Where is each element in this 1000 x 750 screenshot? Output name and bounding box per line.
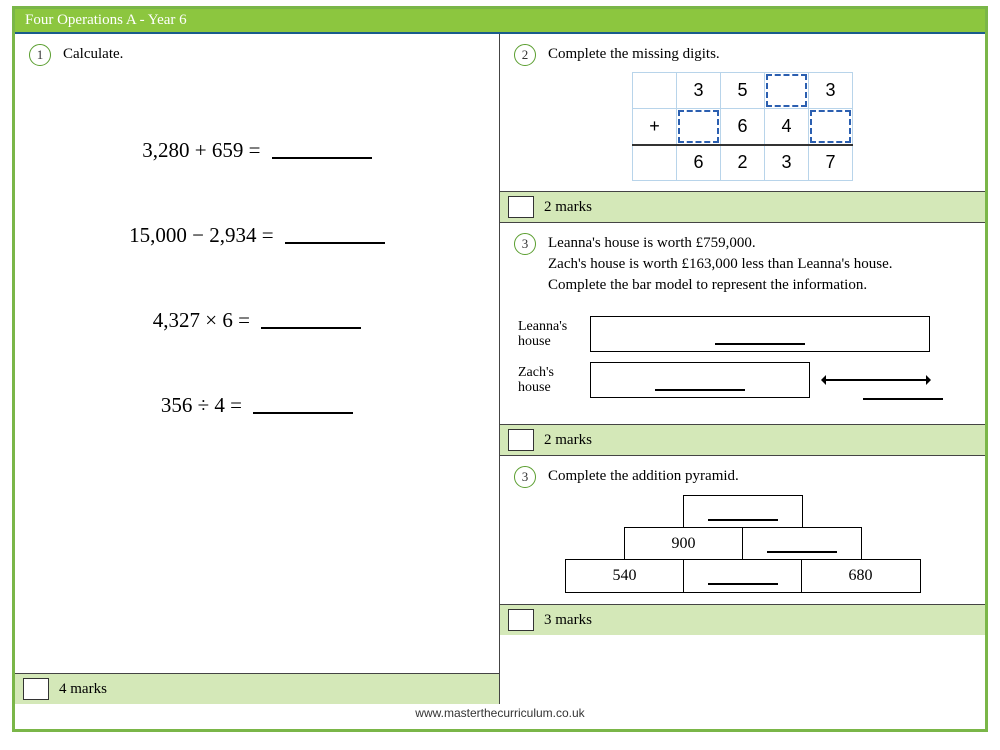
q3-line: Complete the bar model to represent the … <box>548 275 893 296</box>
q4-number: 3 <box>514 466 536 488</box>
worksheet-page: Four Operations A - Year 6 1 Calculate. … <box>12 6 988 732</box>
marks-box[interactable] <box>508 609 534 631</box>
bar-zach[interactable] <box>590 362 810 398</box>
marks-label: 2 marks <box>544 199 592 216</box>
bar-label: Zach's house <box>518 365 582 396</box>
bar-row-zach: Zach's house <box>518 362 967 398</box>
calc-expr: 356 ÷ 4 = <box>161 393 242 417</box>
marks-label: 2 marks <box>544 432 592 449</box>
pyramid-cell[interactable] <box>742 527 862 561</box>
marks-label: 3 marks <box>544 612 592 629</box>
grid-cell: 4 <box>765 109 809 145</box>
calc-expr: 15,000 − 2,934 = <box>129 223 273 247</box>
bar-model: Leanna's house Zach's house <box>500 296 985 424</box>
q2-number: 2 <box>514 44 536 66</box>
grid-cell[interactable] <box>809 109 853 145</box>
q3-prompt: Leanna's house is worth £759,000. Zach's… <box>548 233 893 296</box>
grid-cell: 6 <box>677 145 721 181</box>
marks-box[interactable] <box>508 196 534 218</box>
answer-blank[interactable] <box>261 327 361 329</box>
q4-marks-bar: 3 marks <box>500 604 985 635</box>
grid-cell <box>633 73 677 109</box>
grid-cell: 3 <box>765 145 809 181</box>
grid-cell[interactable] <box>765 73 809 109</box>
q1-calc-list: 3,280 + 659 = 15,000 − 2,934 = 4,327 × 6… <box>15 66 499 418</box>
bar-value-blank <box>715 343 805 345</box>
q3-number: 3 <box>514 233 536 255</box>
q1-number: 1 <box>29 44 51 66</box>
grid-cell: 3 <box>677 73 721 109</box>
pyramid-cell: 680 <box>801 559 921 593</box>
content-area: 1 Calculate. 3,280 + 659 = 15,000 − 2,93… <box>15 34 985 704</box>
difference-arrow <box>822 379 930 381</box>
answer-blank[interactable] <box>285 242 385 244</box>
grid-cell: 7 <box>809 145 853 181</box>
footer: www.masterthecurriculum.co.uk <box>15 704 985 720</box>
header-title: Four Operations A - Year 6 <box>25 12 187 28</box>
grid-cell[interactable] <box>677 109 721 145</box>
bar-row-leanna: Leanna's house <box>518 316 967 352</box>
grid-cell: 5 <box>721 73 765 109</box>
marks-box[interactable] <box>23 678 49 700</box>
q2-marks-bar: 2 marks <box>500 191 985 223</box>
marks-box[interactable] <box>508 429 534 451</box>
calc-item: 356 ÷ 4 = <box>15 393 499 418</box>
bar-leanna[interactable] <box>590 316 930 352</box>
addition-grid: 353+646237 <box>632 72 853 181</box>
worksheet-header: Four Operations A - Year 6 <box>15 9 985 34</box>
footer-url: www.masterthecurriculum.co.uk <box>415 706 584 720</box>
q2-grid: 353+646237 <box>500 66 985 191</box>
calc-item: 4,327 × 6 = <box>15 308 499 333</box>
q4-header: 3 Complete the addition pyramid. <box>500 456 985 488</box>
q3-header: 3 Leanna's house is worth £759,000. Zach… <box>500 223 985 296</box>
marks-label: 4 marks <box>59 681 107 698</box>
q4-prompt: Complete the addition pyramid. <box>548 466 739 487</box>
calc-item: 3,280 + 659 = <box>15 138 499 163</box>
bar-value-blank <box>655 389 745 391</box>
right-column: 2 Complete the missing digits. 353+64623… <box>500 34 985 704</box>
grid-cell: + <box>633 109 677 145</box>
q1-header: 1 Calculate. <box>15 34 499 66</box>
grid-cell: 2 <box>721 145 765 181</box>
difference-blank[interactable] <box>863 398 943 400</box>
q2-prompt: Complete the missing digits. <box>548 44 720 65</box>
grid-cell: 6 <box>721 109 765 145</box>
grid-cell <box>633 145 677 181</box>
addition-pyramid: 900540 680 <box>500 488 985 604</box>
q3-marks-bar: 2 marks <box>500 424 985 456</box>
pyramid-cell: 540 <box>565 559 685 593</box>
q1-prompt: Calculate. <box>63 44 123 65</box>
answer-blank[interactable] <box>253 412 353 414</box>
bar-label: Leanna's house <box>518 319 582 350</box>
calc-item: 15,000 − 2,934 = <box>15 223 499 248</box>
left-column: 1 Calculate. 3,280 + 659 = 15,000 − 2,93… <box>15 34 500 704</box>
calc-expr: 3,280 + 659 = <box>142 138 260 162</box>
grid-cell: 3 <box>809 73 853 109</box>
pyramid-cell: 900 <box>624 527 744 561</box>
q2-header: 2 Complete the missing digits. <box>500 34 985 66</box>
q3-line: Leanna's house is worth £759,000. <box>548 233 893 254</box>
pyramid-cell[interactable] <box>683 495 803 529</box>
q1-marks-bar: 4 marks <box>15 673 499 704</box>
q3-line: Zach's house is worth £163,000 less than… <box>548 254 893 275</box>
answer-blank[interactable] <box>272 157 372 159</box>
calc-expr: 4,327 × 6 = <box>153 308 250 332</box>
pyramid-cell[interactable] <box>683 559 803 593</box>
